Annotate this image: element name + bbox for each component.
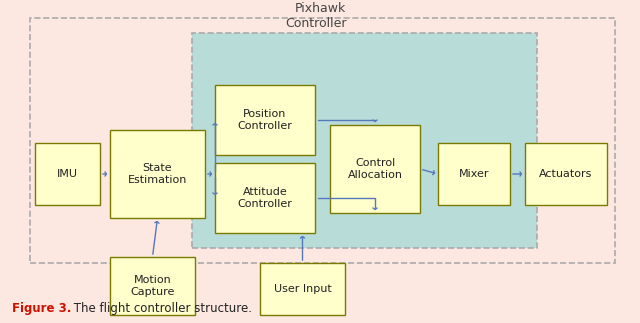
Text: Actuators: Actuators — [540, 169, 593, 179]
Bar — [438, 143, 510, 205]
Text: Attitude
Controller: Attitude Controller — [237, 187, 292, 209]
Bar — [35, 143, 100, 205]
Text: Figure 3.: Figure 3. — [12, 302, 71, 315]
Text: Control
Allocation: Control Allocation — [348, 158, 403, 180]
Text: User Input: User Input — [274, 284, 332, 294]
Bar — [260, 263, 345, 315]
Bar — [110, 257, 195, 315]
Bar — [110, 130, 205, 218]
Bar — [525, 143, 607, 205]
Bar — [330, 125, 420, 213]
Bar — [30, 18, 615, 263]
Bar — [192, 33, 537, 248]
Text: Controller: Controller — [285, 17, 346, 30]
Bar — [215, 85, 315, 155]
Bar — [215, 163, 315, 233]
Text: The flight controller structure.: The flight controller structure. — [70, 302, 252, 315]
Text: Motion
Capture: Motion Capture — [131, 275, 175, 297]
Text: Position
Controller: Position Controller — [237, 109, 292, 131]
Text: Pixhawk: Pixhawk — [294, 2, 346, 15]
Text: IMU: IMU — [57, 169, 78, 179]
Text: State
Estimation: State Estimation — [128, 163, 187, 185]
Text: Mixer: Mixer — [459, 169, 489, 179]
